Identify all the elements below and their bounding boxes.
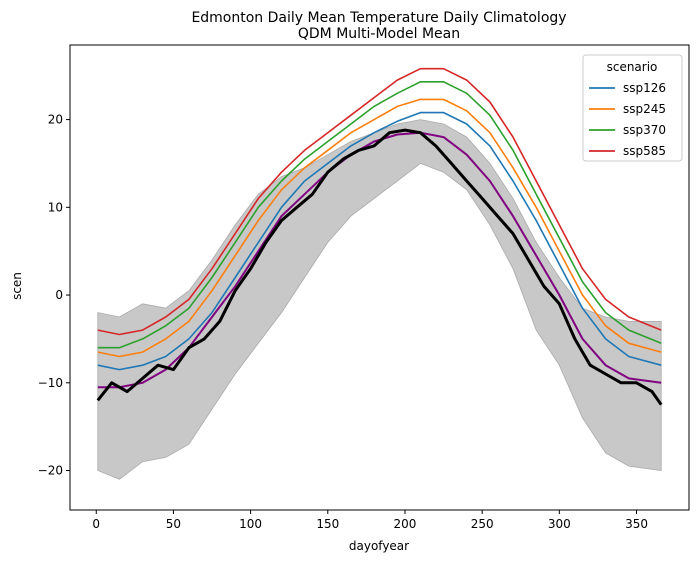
x-tick-label: 350 [625, 517, 648, 531]
x-axis-label: dayofyear [349, 539, 409, 553]
x-tick-label: 250 [471, 517, 494, 531]
x-tick-label: 0 [92, 517, 100, 531]
y-tick-label: 10 [48, 200, 63, 214]
legend-label-ssp245: ssp245 [623, 102, 666, 116]
series-line-ssp245 [97, 98, 662, 358]
legend: scenario ssp126 ssp245 ssp370 ssp585 [582, 54, 683, 162]
x-axis: 0 50 100 150 200 250 300 350 [92, 510, 648, 531]
legend-label-ssp585: ssp585 [623, 144, 666, 158]
y-tick-label: 0 [55, 288, 63, 302]
series-line-ssp585 [97, 67, 662, 336]
chart-subtitle: QDM Multi-Model Mean [298, 26, 460, 42]
x-tick-label: 150 [316, 517, 339, 531]
legend-entries: ssp126 ssp245 ssp370 ssp585 [589, 81, 666, 158]
x-tick-label: 50 [166, 517, 181, 531]
x-tick-label: 200 [394, 517, 417, 531]
legend-label-ssp126: ssp126 [623, 81, 666, 95]
y-axis: −20 −10 0 10 20 [38, 113, 70, 478]
y-axis-label: scen [10, 272, 24, 300]
series-lines-layer [96, 67, 663, 406]
legend-title: scenario [607, 60, 658, 74]
x-tick-label: 300 [548, 517, 571, 531]
series-line-ssp126 [97, 111, 662, 371]
shaded-band-layer [97, 119, 662, 480]
range-band [97, 119, 662, 480]
legend-box [582, 54, 683, 162]
plot-frame [69, 44, 690, 511]
x-tick-label: 100 [239, 517, 262, 531]
series-line-5 [96, 128, 663, 406]
legend-label-ssp370: ssp370 [623, 123, 666, 137]
chart-title: Edmonton Daily Mean Temperature Daily Cl… [191, 10, 566, 26]
y-tick-label: −10 [38, 376, 63, 390]
y-tick-label: 20 [48, 113, 63, 127]
y-tick-label: −20 [38, 464, 63, 478]
plot-area [96, 67, 663, 480]
series-line-ssp370 [97, 81, 662, 349]
